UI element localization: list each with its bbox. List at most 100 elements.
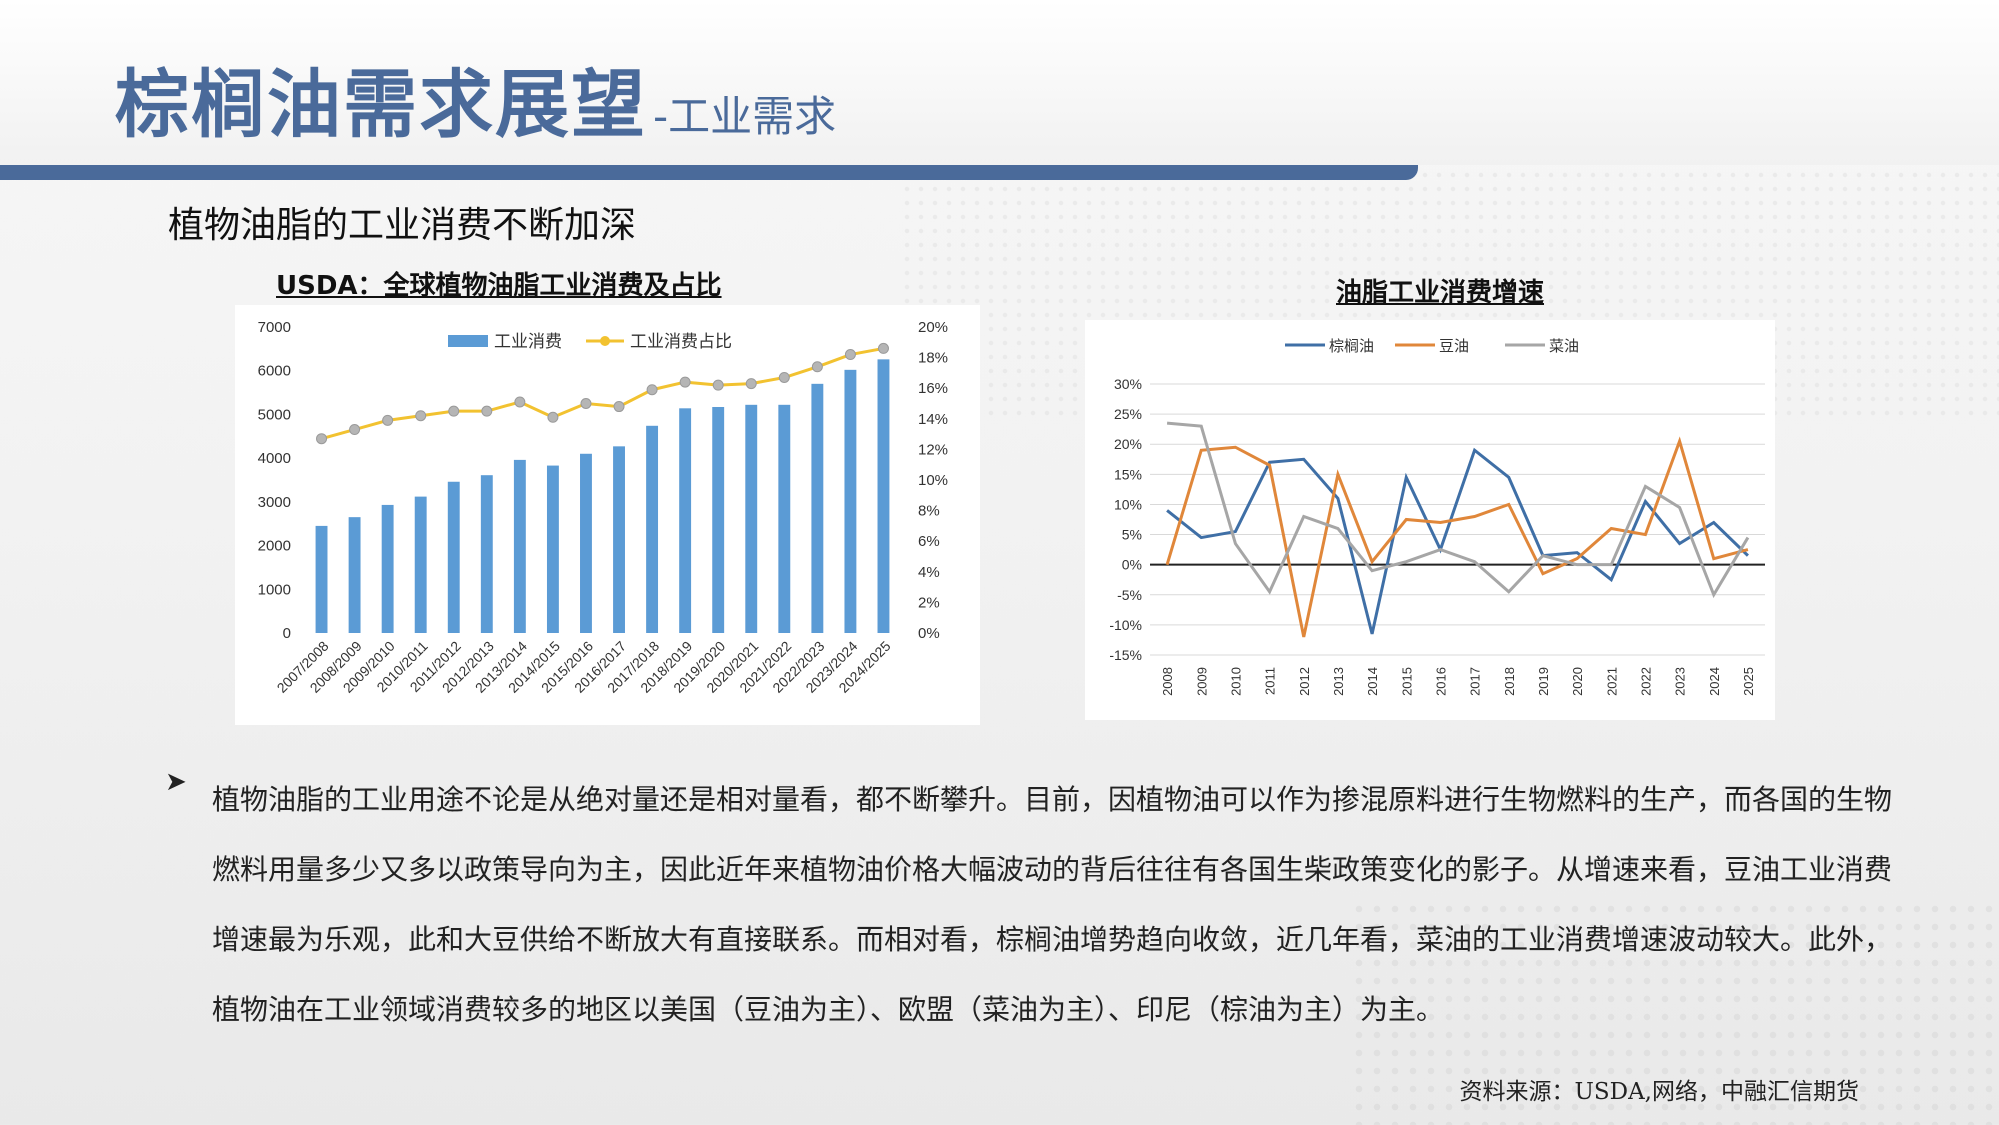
x-tick-label: 2009 [1194,667,1209,696]
y-tick-label: 30% [1114,376,1142,392]
x-tick-label: 2014 [1365,667,1380,696]
right-chart-title: 油脂工业消费增速 [1336,278,1545,308]
bar [745,404,758,633]
share-point [844,349,856,361]
y-right-tick-label: 6% [918,533,940,550]
x-tick-label: 2020 [1570,667,1585,696]
growth-rate-svg: 30% 25% 20% 15% 10% 5% 0% -5% -10% -15% 2008 2009 20… [1109,337,1765,696]
share-point [778,371,790,383]
bar [844,369,857,633]
series-line-豆油 [1165,436,1749,638]
bar [646,425,659,633]
legend-line-marker [600,336,610,346]
share-point [349,424,361,436]
page-title: 棕榈油需求展望 -工业需求 [115,52,836,152]
legend-line-label: 工业消费占比 [630,332,732,352]
bar [546,465,559,633]
section-heading: 植物油脂的工业消费不断加深 [168,205,637,246]
y-tick-label: -10% [1109,617,1142,633]
y-right-tick-label: 18% [918,350,948,367]
share-point [448,405,460,417]
x-tick-label: 2018 [1502,667,1517,696]
share-point [811,361,823,373]
x-tick-label: 2024 [1707,667,1722,696]
share-line [321,346,884,441]
bar [811,383,824,633]
x-tick-label: 2019 [1536,667,1551,696]
x-tick-label: 2016 [1433,667,1448,696]
y-tick-label: 10% [1114,496,1142,512]
share-point [877,342,889,354]
x-tick-label: 2011 [1263,667,1278,695]
y-right-tick-label: 16% [918,380,948,397]
header-band [0,0,1999,165]
y-right-tick-label: 8% [918,503,940,520]
bar [480,475,493,633]
y-left-tick-label: 2000 [258,538,291,555]
share-point [712,379,724,391]
y-right-tick-label: 20% [918,319,948,336]
y-left-tick-label: 4000 [258,450,291,467]
y-right-tick-label: 0% [918,625,940,642]
y-left-tick-label: 1000 [258,581,291,598]
y-tick-label: -5% [1117,587,1142,603]
industrial-consumption-chart: 0 1000 2000 3000 4000 5000 6000 7000 0% 2% 4% 6% 8% 1… [235,305,980,725]
legend-bar-label: 工业消费 [494,332,562,352]
x-tick-label: 2013 [1331,667,1346,696]
bar [679,408,692,633]
y-right-tick-label: 10% [918,472,948,489]
x-tick-label: 2022 [1638,667,1653,696]
legend-label: 菜油 [1549,337,1579,355]
y-right-tick-label: 4% [918,564,940,581]
bar [580,453,592,633]
y-left-tick-label: 3000 [258,494,291,511]
y-left-tick-label: 5000 [258,406,291,423]
series-line-菜油 [1166,421,1750,599]
y-tick-label: 5% [1122,527,1142,543]
legend-label: 棕榈油 [1329,337,1374,355]
dot-pattern-background [1350,900,1999,1125]
share-point [382,414,394,426]
legend-label: 豆油 [1439,337,1469,355]
source-note: 资料来源：USDA,网络，中融汇信期货 [1459,1079,1859,1105]
left-chart-title: USDA：全球植物油脂工业消费及占比 [276,271,722,301]
bar [613,446,625,633]
header-divider [0,165,1418,180]
share-point [580,398,592,409]
analysis-paragraph: 植物油脂的工业用途不论是从绝对量还是相对量看，都不断攀升。目前，因植物油可以作为… [211,783,1892,1026]
series-line-棕榈油 [1166,447,1749,635]
growth-rate-chart: 30% 25% 20% 15% 10% 5% 0% -5% -10% -15% 2008 2009 20… [1085,320,1775,720]
bar [381,504,394,633]
share-point [745,378,757,390]
bar [414,496,427,633]
bar [778,404,791,633]
y-left-tick-label: 7000 [258,319,291,336]
share-point [547,411,559,423]
y-right-tick-label: 14% [918,411,948,428]
y-tick-label: 25% [1114,406,1142,422]
x-tick-label: 2012 [1297,667,1312,696]
share-point [316,433,328,445]
y-tick-label: 0% [1122,557,1142,573]
x-tick-label: 2021 [1604,667,1619,696]
bar [513,459,526,633]
legend-bar-swatch [448,335,488,347]
share-point [415,410,427,422]
share-point [646,384,658,396]
x-tick-label: 2010 [1228,667,1243,696]
x-tick-label: 2025 [1741,667,1756,696]
share-point [514,396,526,408]
share-point [613,401,625,413]
bar [447,481,460,633]
y-left-tick-label: 0 [283,625,291,642]
page-title-sub: -工业需求 [653,92,837,141]
x-tick-label: 2017 [1468,667,1483,696]
y-tick-label: 20% [1114,436,1142,452]
bar [315,525,328,633]
bar [348,517,361,633]
y-right-tick-label: 12% [918,441,948,458]
industrial-consumption-svg: 0 1000 2000 3000 4000 5000 6000 7000 0% 2% 4% 6% 8% 1… [258,319,948,696]
bar [877,359,890,633]
share-point [481,405,493,417]
analysis-text: ➤ 植物油脂的工业用途不论是从绝对量还是相对量看，都不断攀升。目前，因植物油可以… [165,765,1895,1045]
